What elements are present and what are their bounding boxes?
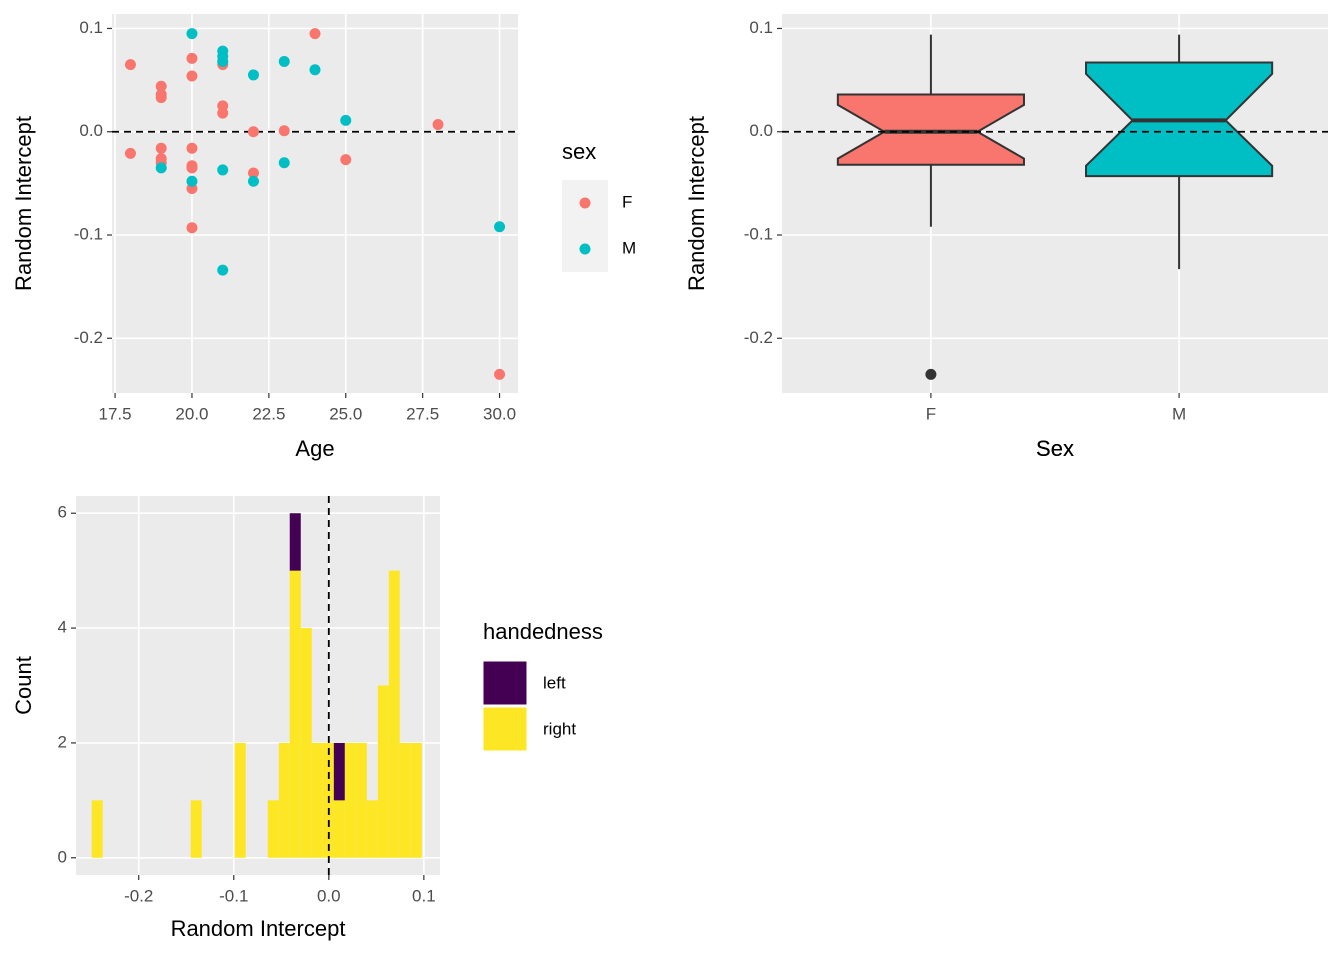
point — [155, 80, 167, 92]
legend-key — [579, 197, 591, 209]
histogram-bar — [388, 570, 400, 858]
outlier — [925, 368, 937, 380]
point — [340, 154, 352, 166]
histogram-bar — [377, 685, 389, 858]
legend-title: sex — [562, 139, 596, 164]
legend-label: right — [543, 719, 576, 738]
x-tick-label: F — [926, 404, 936, 423]
y-tick-label: -0.1 — [74, 224, 103, 243]
x-tick-label: M — [1172, 404, 1186, 423]
point — [186, 142, 198, 154]
histogram-bar — [333, 742, 345, 801]
histogram-bar — [278, 742, 290, 858]
point — [217, 56, 229, 68]
point — [155, 162, 167, 174]
histogram-bar — [366, 800, 378, 858]
y-axis-title: Count — [11, 656, 36, 715]
x-axis-title: Random Intercept — [171, 916, 346, 941]
panel-background — [112, 14, 518, 393]
point — [186, 175, 198, 187]
legend-title: handedness — [483, 619, 603, 644]
histogram-bar — [410, 742, 422, 858]
x-tick-label: 22.5 — [252, 404, 285, 423]
chart-scatter: -0.2 -0.1 0.0 0.1 17.5 20.0 22.5 25.0 27.5 30.0 Ag… — [11, 14, 636, 461]
legend-label: F — [622, 192, 632, 211]
legend-keys-background — [562, 180, 608, 272]
legend-key — [482, 660, 528, 706]
histogram-bar — [267, 800, 279, 858]
x-tick-label: 0.0 — [317, 886, 341, 905]
x-tick-label: -0.2 — [124, 886, 153, 905]
point — [494, 368, 506, 380]
histogram-bar — [355, 742, 367, 858]
x-tick-label: 17.5 — [99, 404, 132, 423]
point — [186, 162, 198, 174]
y-tick-label: 0.0 — [79, 121, 103, 140]
y-tick-label: 6 — [58, 503, 67, 522]
point — [247, 126, 259, 138]
histogram-bar — [289, 570, 301, 858]
histogram-bar — [91, 800, 103, 858]
x-tick-label: 20.0 — [175, 404, 208, 423]
y-tick-label: -0.2 — [74, 328, 103, 347]
point — [247, 69, 259, 81]
point — [155, 92, 167, 104]
legend-label: M — [622, 238, 636, 257]
y-tick-label: 0.1 — [749, 18, 773, 37]
point — [124, 147, 136, 159]
point — [309, 28, 321, 40]
point — [247, 167, 259, 179]
y-tick-label: 0.1 — [79, 18, 103, 37]
histogram-bar — [190, 800, 202, 858]
point — [247, 175, 259, 187]
x-tick-label: 0.1 — [412, 886, 436, 905]
chart-histogram: 0 2 4 6 -0.2 -0.1 0.0 0.1 Random Intercept Count h… — [11, 496, 603, 941]
point — [217, 164, 229, 176]
point — [494, 221, 506, 233]
y-tick-label: 0 — [58, 847, 67, 866]
point — [217, 264, 229, 276]
histogram-bar — [300, 628, 312, 858]
point — [340, 114, 352, 126]
histogram-bar — [289, 513, 301, 571]
point — [124, 59, 136, 71]
x-axis-title: Sex — [1036, 436, 1074, 461]
x-axis-title: Sex — [1036, 436, 1074, 461]
legend-key — [482, 706, 528, 752]
histogram-bar — [399, 742, 411, 858]
x-tick-label: 25.0 — [329, 404, 362, 423]
y-tick-label: 0.0 — [749, 121, 773, 140]
point — [186, 52, 198, 64]
legend-label: left — [543, 673, 566, 692]
y-axis-title: Random Intercept — [11, 116, 36, 291]
point — [186, 70, 198, 82]
x-tick-label: -0.1 — [219, 886, 248, 905]
point — [217, 107, 229, 119]
legend-key — [579, 243, 591, 255]
y-tick-label: 4 — [58, 618, 67, 637]
point — [278, 125, 290, 137]
point — [278, 157, 290, 169]
y-axis-title: Random Intercept — [684, 116, 709, 291]
box — [836, 93, 1025, 166]
x-tick-label: 30.0 — [483, 404, 516, 423]
y-tick-label: -0.1 — [744, 224, 773, 243]
point — [432, 118, 444, 130]
histogram-bar — [234, 742, 246, 858]
point — [278, 56, 290, 68]
point — [186, 28, 198, 40]
histogram-bar — [344, 742, 356, 858]
point — [186, 222, 198, 234]
y-tick-label: -0.2 — [744, 328, 773, 347]
y-tick-label: 2 — [58, 732, 67, 751]
x-axis-title: Age — [295, 436, 334, 461]
point — [309, 64, 321, 76]
histogram-bar — [311, 742, 323, 858]
x-tick-label: 27.5 — [406, 404, 439, 423]
histogram-bar — [333, 800, 345, 858]
point — [155, 142, 167, 154]
